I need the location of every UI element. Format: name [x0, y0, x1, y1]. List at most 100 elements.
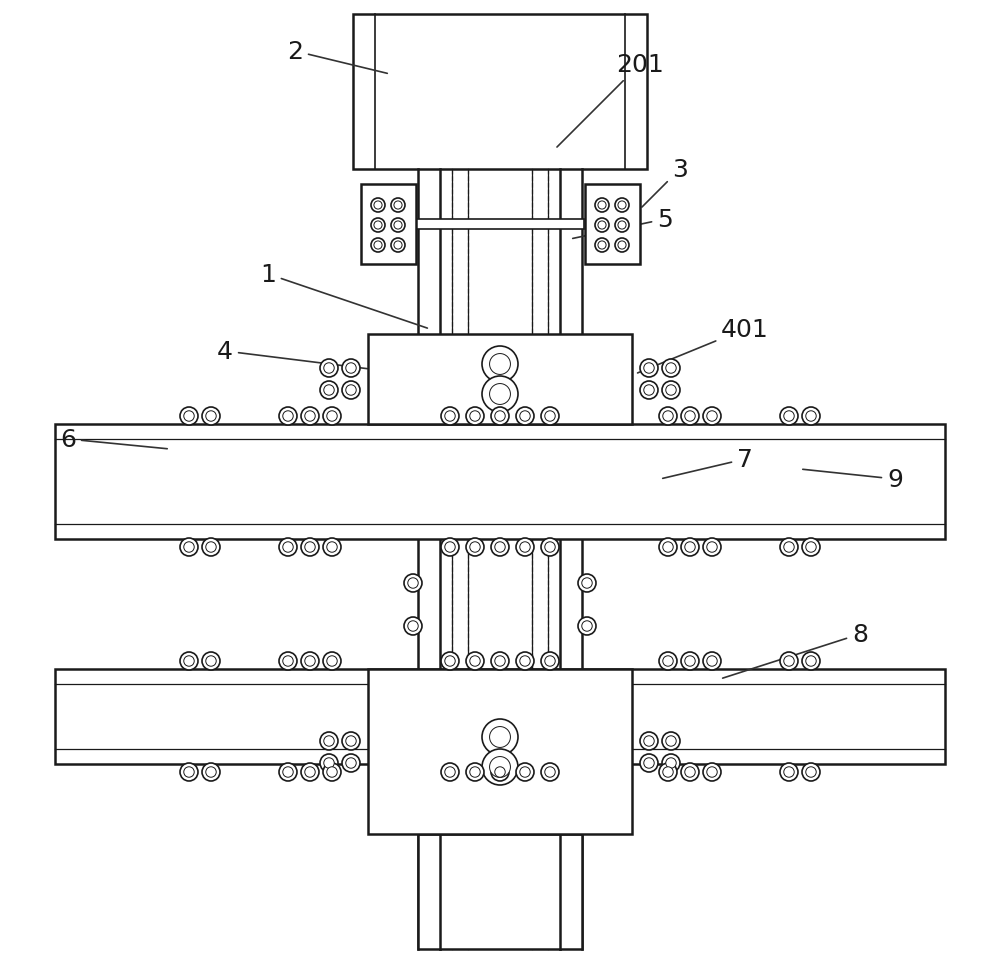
Bar [55, 424, 945, 540]
Circle shape [327, 543, 337, 552]
Circle shape [482, 347, 518, 383]
Text: 201: 201 [557, 53, 664, 148]
Circle shape [301, 539, 319, 556]
Circle shape [283, 767, 293, 777]
Circle shape [681, 408, 699, 425]
Circle shape [482, 377, 518, 413]
Circle shape [659, 408, 677, 425]
Circle shape [441, 764, 459, 781]
Circle shape [516, 408, 534, 425]
Circle shape [394, 202, 402, 210]
Text: 4: 4 [217, 340, 367, 369]
Circle shape [323, 408, 341, 425]
Circle shape [681, 539, 699, 556]
Circle shape [305, 767, 315, 777]
Circle shape [640, 754, 658, 772]
Text: 3: 3 [642, 158, 688, 207]
Bar [372, 673, 628, 830]
Circle shape [545, 412, 555, 422]
Circle shape [780, 408, 798, 425]
Bar [365, 189, 412, 261]
Circle shape [685, 412, 695, 422]
Circle shape [520, 412, 530, 422]
Circle shape [662, 754, 680, 772]
Bar [55, 670, 945, 765]
Circle shape [615, 238, 629, 253]
Circle shape [342, 733, 360, 750]
Circle shape [516, 764, 534, 781]
Circle shape [663, 543, 673, 552]
Circle shape [490, 757, 510, 778]
Circle shape [640, 359, 658, 378]
Text: 401: 401 [638, 318, 769, 374]
Bar [368, 334, 632, 424]
Circle shape [184, 412, 194, 422]
Circle shape [324, 736, 334, 746]
Circle shape [644, 386, 654, 395]
Circle shape [784, 656, 794, 667]
Text: 9: 9 [803, 467, 903, 491]
Circle shape [391, 219, 405, 233]
Circle shape [346, 363, 356, 374]
Circle shape [320, 733, 338, 750]
Circle shape [371, 219, 385, 233]
Circle shape [301, 764, 319, 781]
Circle shape [301, 408, 319, 425]
Bar [588, 189, 636, 261]
Circle shape [802, 408, 820, 425]
Circle shape [541, 539, 559, 556]
Circle shape [320, 382, 338, 399]
Circle shape [470, 656, 480, 667]
Circle shape [780, 539, 798, 556]
Circle shape [495, 412, 505, 422]
Circle shape [598, 202, 606, 210]
Circle shape [466, 408, 484, 425]
Circle shape [342, 382, 360, 399]
Circle shape [441, 408, 459, 425]
Circle shape [346, 386, 356, 395]
Circle shape [327, 767, 337, 777]
Circle shape [806, 656, 816, 667]
Circle shape [703, 652, 721, 671]
Circle shape [615, 199, 629, 213]
Circle shape [802, 539, 820, 556]
Bar [415, 220, 584, 230]
Circle shape [666, 363, 676, 374]
Text: 1: 1 [260, 263, 427, 328]
Circle shape [784, 543, 794, 552]
Circle shape [780, 764, 798, 781]
Circle shape [441, 652, 459, 671]
Circle shape [685, 767, 695, 777]
Text: 6: 6 [60, 427, 167, 452]
Bar [368, 670, 632, 834]
Circle shape [644, 736, 654, 746]
Text: 8: 8 [723, 622, 868, 678]
Circle shape [666, 758, 676, 768]
Circle shape [618, 241, 626, 250]
Circle shape [202, 539, 220, 556]
Circle shape [323, 764, 341, 781]
Circle shape [490, 727, 510, 748]
Circle shape [703, 408, 721, 425]
Circle shape [202, 408, 220, 425]
Circle shape [802, 652, 820, 671]
Circle shape [802, 764, 820, 781]
Circle shape [495, 656, 505, 667]
Circle shape [408, 578, 418, 588]
Circle shape [703, 764, 721, 781]
Circle shape [491, 764, 509, 781]
Circle shape [598, 222, 606, 230]
Circle shape [342, 754, 360, 772]
Circle shape [662, 733, 680, 750]
Circle shape [663, 412, 673, 422]
Circle shape [184, 543, 194, 552]
Circle shape [371, 238, 385, 253]
Circle shape [202, 764, 220, 781]
Circle shape [305, 543, 315, 552]
Circle shape [180, 408, 198, 425]
Circle shape [685, 543, 695, 552]
Circle shape [780, 652, 798, 671]
Circle shape [490, 355, 510, 375]
Circle shape [180, 652, 198, 671]
Bar [418, 834, 582, 949]
